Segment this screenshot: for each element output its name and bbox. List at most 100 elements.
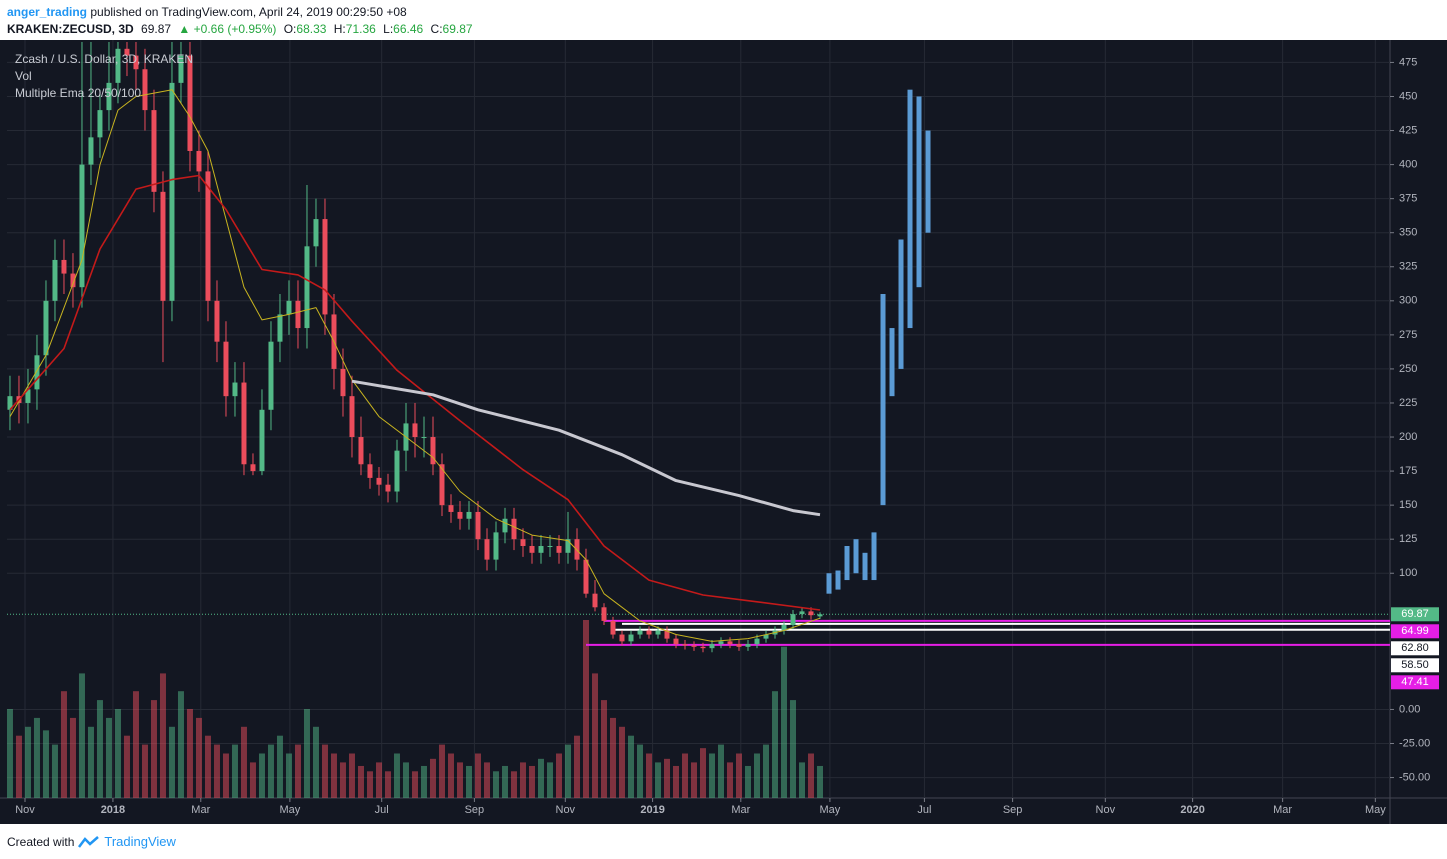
footer: Created with TradingView xyxy=(7,834,176,849)
brand[interactable]: TradingView xyxy=(104,834,176,849)
projection-bar xyxy=(889,328,895,397)
volume-bar xyxy=(483,762,490,798)
volume-bar xyxy=(528,765,535,798)
volume-bar xyxy=(700,748,707,798)
volume-bar xyxy=(600,700,607,798)
candle-body xyxy=(223,341,229,397)
volume-bar xyxy=(546,762,553,798)
volume-bar xyxy=(438,744,445,798)
candle-body xyxy=(475,511,481,540)
volume-bar xyxy=(51,744,58,798)
candle-body xyxy=(412,423,418,438)
candle-body xyxy=(277,314,283,342)
candle-body xyxy=(376,477,382,485)
volume-bar xyxy=(573,735,580,798)
volume-bar xyxy=(24,726,31,798)
candle-body xyxy=(25,389,31,403)
l-value: 66.46 xyxy=(393,22,424,36)
axes: -50.00 -25.00 0.00 100 125 150 175 200 225 250 275… xyxy=(15,56,1439,816)
volume-bar xyxy=(276,735,283,798)
volume-bar xyxy=(150,700,157,798)
candle-body xyxy=(385,484,391,492)
volume-bar xyxy=(168,726,175,798)
volume-bar xyxy=(754,753,761,798)
volume-bar xyxy=(402,762,409,798)
candle-body xyxy=(268,341,274,410)
last-price: 69.87 xyxy=(141,22,172,36)
volume-bar xyxy=(267,744,274,798)
candle-body xyxy=(196,150,202,172)
volume-bar xyxy=(123,735,130,798)
candle-body xyxy=(781,625,787,631)
x-tick-label: May xyxy=(1365,804,1386,816)
candle-body xyxy=(763,634,769,639)
x-tick-label: 2018 xyxy=(101,804,125,816)
author[interactable]: anger_trading xyxy=(7,5,88,19)
volume-bar xyxy=(7,709,13,798)
change: +0.66 (+0.95%) xyxy=(193,22,277,36)
h-value: 71.36 xyxy=(345,22,376,36)
candle-body xyxy=(637,630,643,635)
candle-body xyxy=(700,646,706,649)
candle-body xyxy=(421,437,427,439)
ema-line xyxy=(351,379,821,517)
c-label: C: xyxy=(430,22,443,36)
candle-body xyxy=(79,164,85,288)
volume-bar xyxy=(33,717,40,798)
volume-bar xyxy=(654,762,661,798)
volume-bar xyxy=(411,771,418,798)
volume-bar xyxy=(366,771,373,798)
y-tick-label: 250 xyxy=(1399,363,1417,375)
h-label: H: xyxy=(333,22,346,36)
x-tick-label: Nov xyxy=(556,804,576,816)
volume-bar xyxy=(645,753,652,798)
candle-body xyxy=(727,641,733,645)
volume-bar xyxy=(159,673,166,798)
volume-bar xyxy=(420,765,427,798)
candle-body xyxy=(790,614,796,626)
candle-body xyxy=(304,246,310,329)
volume-bar xyxy=(564,744,571,798)
volume-bar xyxy=(213,744,220,798)
candle-body xyxy=(808,611,814,616)
arrow: ▲ xyxy=(178,22,191,36)
legend-title: Zcash / U.S. Dollar, 3D, KRAKEN xyxy=(15,52,193,66)
y-tick-label: 475 xyxy=(1399,56,1417,68)
candle-body xyxy=(241,382,247,465)
y-tick-label: 375 xyxy=(1399,193,1417,205)
volume-bar xyxy=(132,691,139,798)
price-badge xyxy=(1391,641,1439,656)
volume-bar xyxy=(618,726,625,798)
y-tick-label: 225 xyxy=(1399,397,1417,409)
price-badge-label: 69.87 xyxy=(1401,608,1429,620)
volume-bar xyxy=(87,726,94,798)
volume-bar xyxy=(222,753,229,798)
volume-bar xyxy=(736,753,743,798)
volume-bar xyxy=(231,744,238,798)
y-tick-label: 425 xyxy=(1399,124,1417,136)
y-tick-label: 0.00 xyxy=(1399,703,1420,715)
candle-body xyxy=(484,539,490,560)
created-with: Created with xyxy=(7,834,75,849)
candle-body xyxy=(718,641,724,645)
candle-body xyxy=(250,464,256,472)
y-tick-label: -25.00 xyxy=(1399,737,1430,749)
projection-bar xyxy=(916,96,922,288)
x-tick-label: Sep xyxy=(465,804,485,816)
y-tick-label: 150 xyxy=(1399,499,1417,511)
volume-bar xyxy=(709,753,716,798)
candle-body xyxy=(124,48,130,56)
volume-bar xyxy=(105,717,112,798)
price-badge xyxy=(1391,624,1439,639)
volume-bar xyxy=(96,700,103,798)
candle-body xyxy=(592,593,598,608)
candle-body xyxy=(583,559,589,594)
candle-body xyxy=(736,644,742,647)
candle-body xyxy=(520,539,526,546)
volume-bar xyxy=(69,717,76,798)
volume-bar xyxy=(718,744,725,798)
x-tick-label: Nov xyxy=(1096,804,1116,816)
candle-body xyxy=(232,382,238,397)
candle-body xyxy=(214,300,220,342)
